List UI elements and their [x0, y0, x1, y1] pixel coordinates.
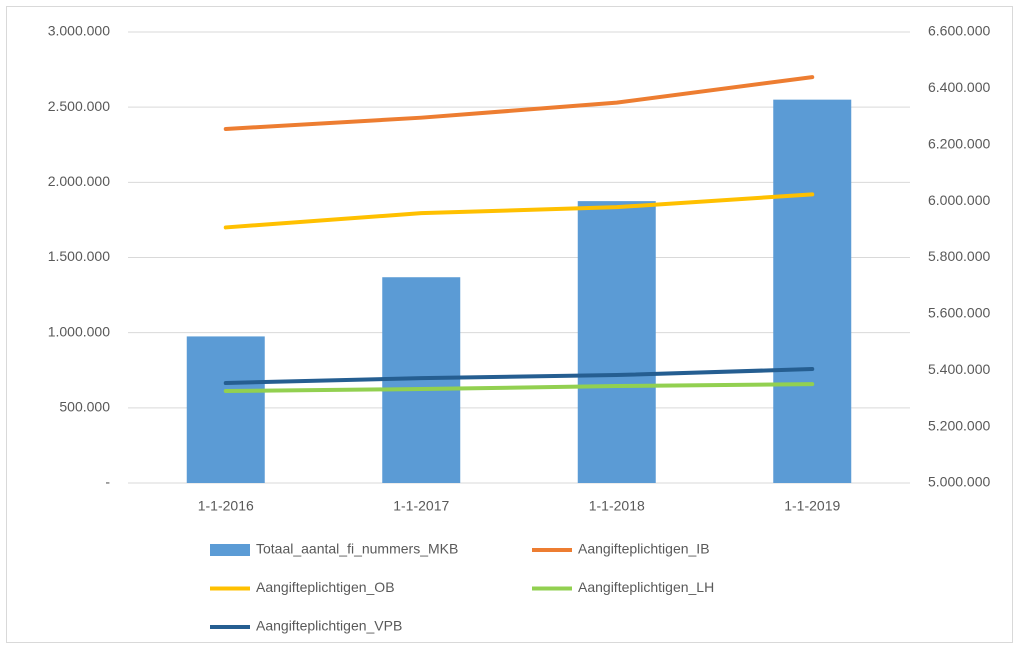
x-tick-label: 1-1-2019 [784, 498, 840, 514]
legend-marker [210, 544, 250, 556]
bar [577, 201, 656, 483]
bar [186, 336, 265, 483]
y-tick-label: 2.500.000 [48, 98, 110, 114]
y2-tick-label: 5.400.000 [928, 361, 990, 377]
legend-label: Aangifteplichtigen_OB [256, 579, 395, 595]
legend-label: Aangifteplichtigen_IB [578, 541, 710, 557]
line [223, 367, 815, 386]
x-tick-label: 1-1-2016 [198, 498, 254, 514]
y-tick-label: 3.000.000 [48, 23, 110, 39]
y2-tick-label: 6.600.000 [928, 23, 990, 39]
y-tick-label: 1.500.000 [48, 248, 110, 264]
legend-label: Totaal_aantal_fi_nummers_MKB [256, 541, 458, 557]
x-tick-label: 1-1-2018 [589, 498, 645, 514]
bar [773, 99, 852, 484]
y2-tick-label: 5.600.000 [928, 305, 990, 321]
x-tick-label: 1-1-2017 [393, 498, 449, 514]
chart-frame [6, 6, 1013, 643]
y2-tick-label: 6.400.000 [928, 79, 990, 95]
y2-tick-label: 6.200.000 [928, 135, 990, 151]
y-tick-label: - [105, 474, 110, 490]
line [223, 382, 815, 393]
legend-label: Aangifteplichtigen_LH [578, 579, 714, 595]
y2-tick-label: 5.000.000 [928, 474, 990, 490]
y2-tick-label: 5.200.000 [928, 417, 990, 433]
y-tick-label: 1.000.000 [48, 323, 110, 339]
y2-tick-label: 6.000.000 [928, 192, 990, 208]
y-tick-label: 500.000 [59, 399, 110, 415]
legend-label: Aangifteplichtigen_VPB [256, 618, 402, 634]
line [223, 192, 815, 230]
line [223, 75, 815, 131]
y-tick-label: 2.000.000 [48, 173, 110, 189]
y2-tick-label: 5.800.000 [928, 248, 990, 264]
